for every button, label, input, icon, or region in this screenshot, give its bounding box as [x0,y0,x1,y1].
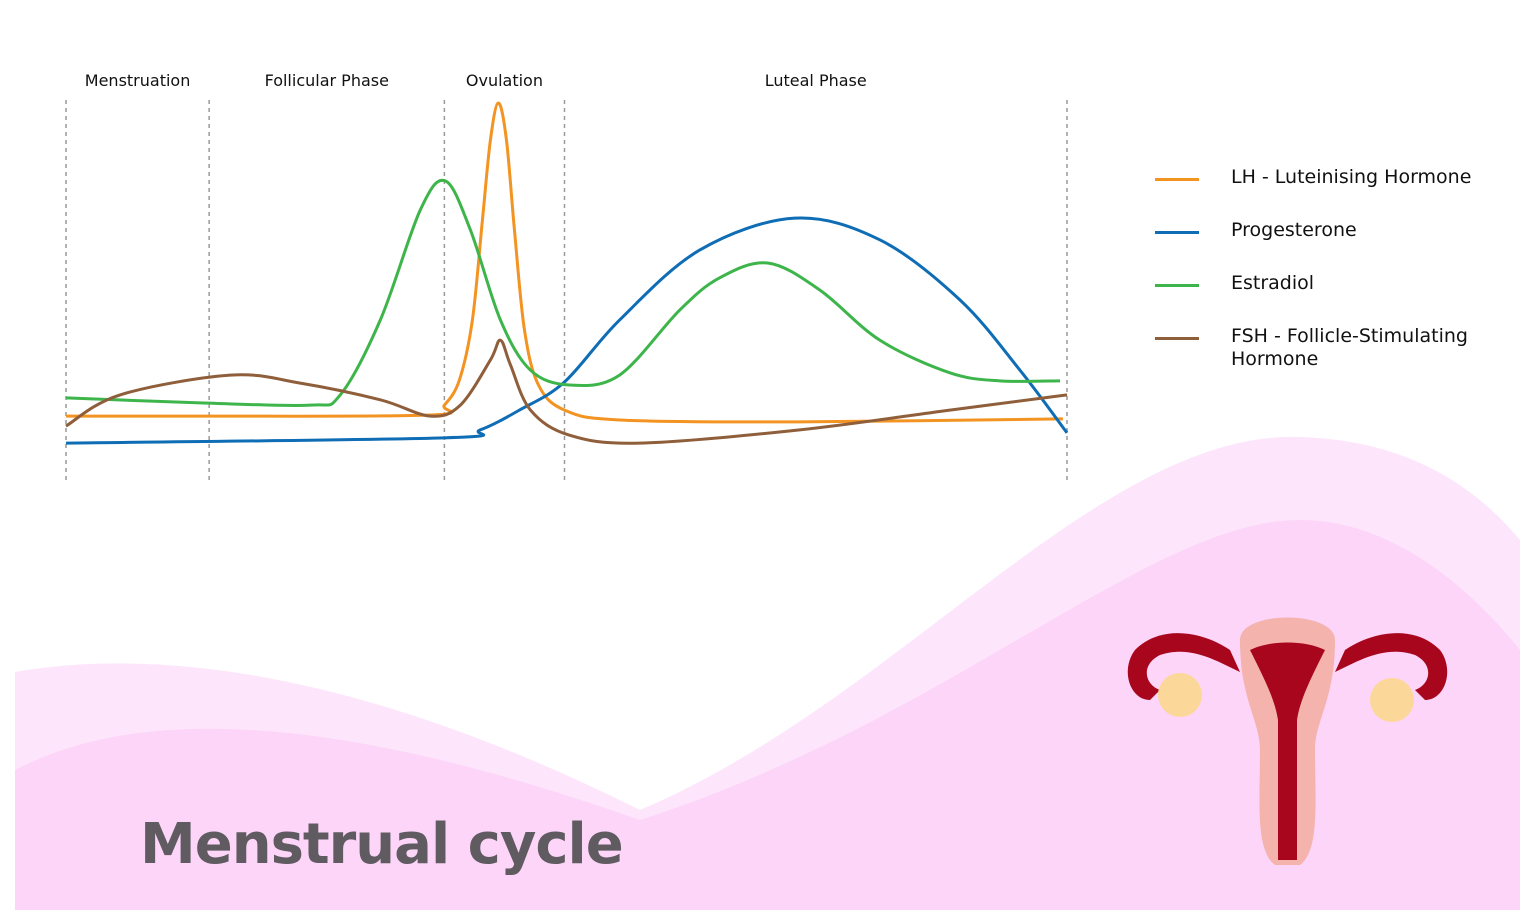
legend-item: Progesterone [1155,219,1515,272]
legend-label: Progesterone [1231,219,1357,241]
uterus-illustration [1127,617,1448,865]
legend-item: LH - Luteinising Hormone [1155,166,1515,219]
phase-label: Follicular Phase [265,71,389,90]
phase-label: Menstruation [85,71,191,90]
hormone-line [65,216,1069,445]
legend-item: Estradiol [1155,272,1515,325]
phase-label: Ovulation [466,71,543,90]
phase-label: Luteal Phase [765,71,867,90]
legend-label: Estradiol [1231,272,1315,294]
caption: Menstrual cycle [140,812,624,877]
hormone-line [65,338,1068,445]
hormone-line [65,178,1060,408]
legend-label: LH - Luteinising Hormone [1231,166,1472,188]
legend-swatch [1155,178,1199,181]
legend-label: FSH - Follicle-Stimulating Hormone [1231,325,1468,370]
legend-swatch [1155,231,1199,234]
legend-item: FSH - Follicle-Stimulating Hormone [1155,325,1515,378]
legend-swatch [1155,337,1199,340]
legend-swatch [1155,284,1199,287]
background-wave [15,520,1520,910]
legend: LH - Luteinising Hormone Progesterone Estr… [1155,166,1515,378]
